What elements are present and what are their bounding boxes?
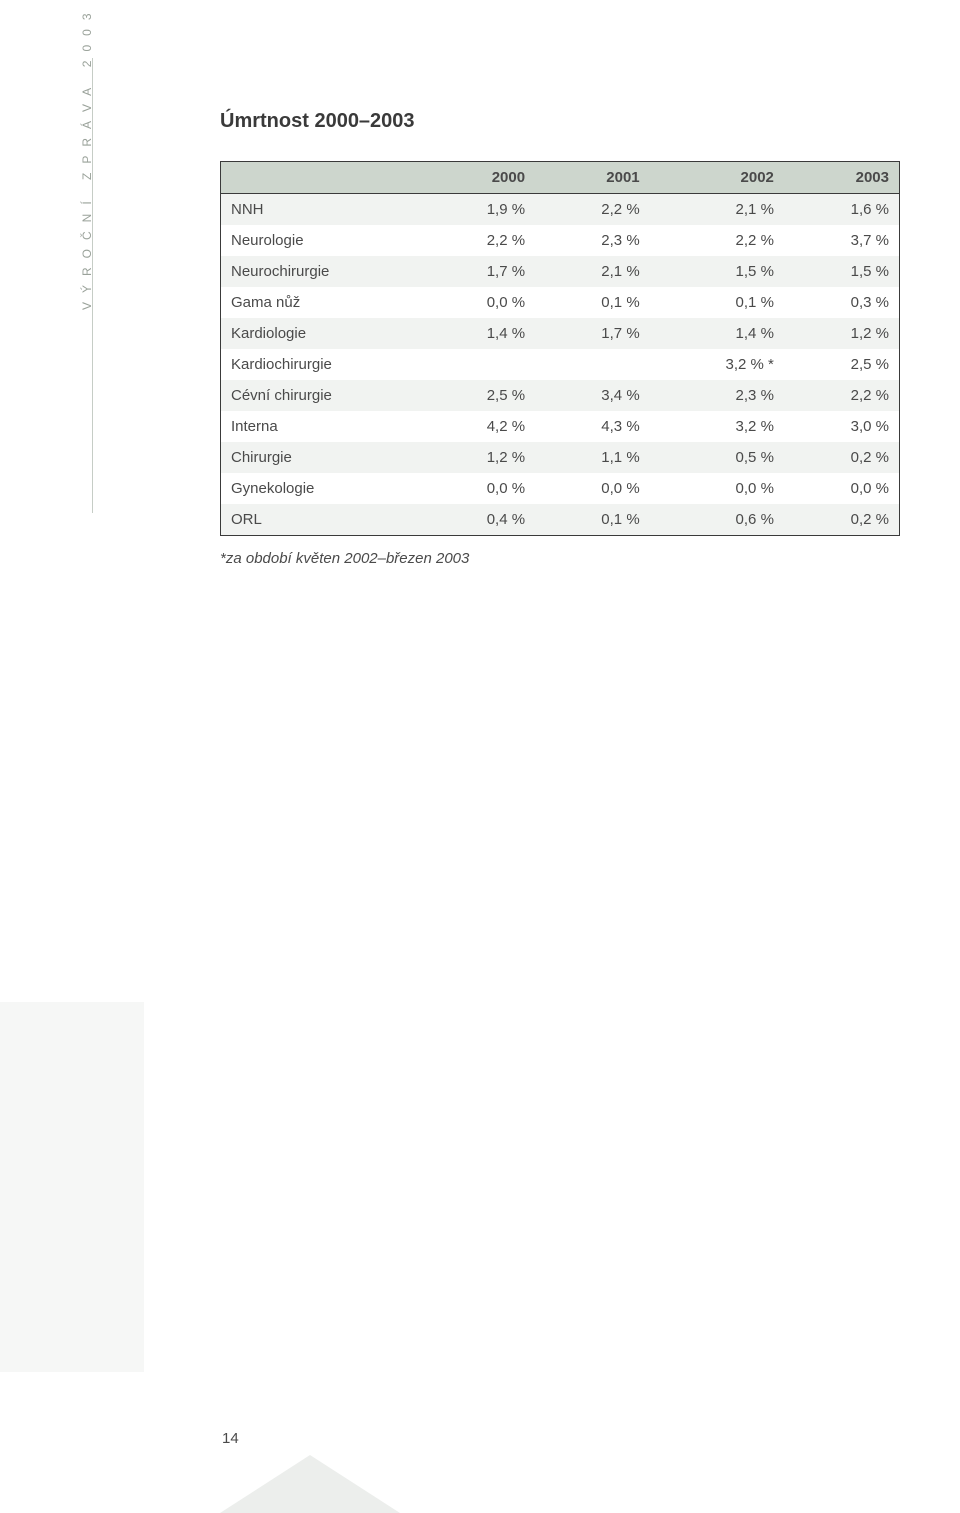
row-label: Cévní chirurgie (221, 380, 421, 411)
table-row: Cévní chirurgie2,5 %3,4 %2,3 %2,2 % (221, 380, 900, 411)
col-label (221, 162, 421, 194)
row-value: 0,4 % (421, 504, 536, 536)
row-value: 1,4 % (421, 318, 536, 349)
table-row: Neurochirurgie1,7 %2,1 %1,5 %1,5 % (221, 256, 900, 287)
main-content: Úmrtnost 2000–2003 2000 2001 2002 2003 N… (220, 110, 920, 567)
mortality-table: 2000 2001 2002 2003 NNH1,9 %2,2 %2,1 %1,… (220, 161, 900, 536)
row-value: 0,2 % (784, 504, 900, 536)
row-value: 0,0 % (650, 473, 784, 504)
row-value: 0,6 % (650, 504, 784, 536)
row-value: 4,3 % (535, 411, 650, 442)
row-value: 3,0 % (784, 411, 900, 442)
row-value: 0,5 % (650, 442, 784, 473)
table-header-row: 2000 2001 2002 2003 (221, 162, 900, 194)
row-value: 1,4 % (650, 318, 784, 349)
table-row: Gynekologie0,0 %0,0 %0,0 %0,0 % (221, 473, 900, 504)
table-row: Kardiochirurgie 3,2 % *2,5 % (221, 349, 900, 380)
row-label: ORL (221, 504, 421, 536)
row-value: 2,2 % (535, 194, 650, 226)
row-label: Gynekologie (221, 473, 421, 504)
row-value: 0,2 % (784, 442, 900, 473)
row-value: 4,2 % (421, 411, 536, 442)
row-label: Interna (221, 411, 421, 442)
row-value: 1,9 % (421, 194, 536, 226)
row-value: 0,1 % (650, 287, 784, 318)
row-value: 2,2 % (421, 225, 536, 256)
row-value: 1,2 % (784, 318, 900, 349)
row-value: 0,3 % (784, 287, 900, 318)
row-value: 2,2 % (650, 225, 784, 256)
row-label: Gama nůž (221, 287, 421, 318)
table-row: ORL0,4 %0,1 %0,6 %0,2 % (221, 504, 900, 536)
row-value: 3,2 % (650, 411, 784, 442)
sidebar-vertical-text: VÝROČNÍ ZPRÁVA 2003 (80, 5, 94, 311)
table-row: Interna4,2 %4,3 %3,2 %3,0 % (221, 411, 900, 442)
col-2002: 2002 (650, 162, 784, 194)
row-value (421, 349, 536, 380)
row-value: 2,3 % (535, 225, 650, 256)
col-2003: 2003 (784, 162, 900, 194)
row-value (535, 349, 650, 380)
row-value: 0,0 % (421, 287, 536, 318)
row-value: 0,0 % (784, 473, 900, 504)
row-value: 0,1 % (535, 504, 650, 536)
row-label: NNH (221, 194, 421, 226)
col-2000: 2000 (421, 162, 536, 194)
row-label: Kardiochirurgie (221, 349, 421, 380)
table-row: Gama nůž0,0 %0,1 %0,1 %0,3 % (221, 287, 900, 318)
table-row: NNH1,9 %2,2 %2,1 %1,6 % (221, 194, 900, 226)
row-value: 2,3 % (650, 380, 784, 411)
row-value: 1,2 % (421, 442, 536, 473)
row-label: Neurologie (221, 225, 421, 256)
row-label: Chirurgie (221, 442, 421, 473)
row-value: 2,1 % (650, 194, 784, 226)
page-title: Úmrtnost 2000–2003 (220, 110, 920, 133)
page-number: 14 (222, 1430, 239, 1447)
row-value: 0,1 % (535, 287, 650, 318)
row-value: 3,7 % (784, 225, 900, 256)
table-footnote: *za období květen 2002–březen 2003 (220, 550, 920, 567)
row-value: 3,2 % * (650, 349, 784, 380)
row-value: 1,6 % (784, 194, 900, 226)
col-2001: 2001 (535, 162, 650, 194)
row-value: 1,7 % (421, 256, 536, 287)
table-row: Kardiologie1,4 %1,7 %1,4 %1,2 % (221, 318, 900, 349)
table-row: Chirurgie1,2 %1,1 %0,5 %0,2 % (221, 442, 900, 473)
row-value: 2,5 % (421, 380, 536, 411)
row-value: 1,7 % (535, 318, 650, 349)
row-value: 0,0 % (421, 473, 536, 504)
row-value: 2,2 % (784, 380, 900, 411)
row-label: Kardiologie (221, 318, 421, 349)
row-value: 2,5 % (784, 349, 900, 380)
row-label: Neurochirurgie (221, 256, 421, 287)
left-shade-block (0, 1002, 144, 1372)
row-value: 1,5 % (784, 256, 900, 287)
table-body: NNH1,9 %2,2 %2,1 %1,6 %Neurologie2,2 %2,… (221, 194, 900, 536)
row-value: 1,1 % (535, 442, 650, 473)
table-row: Neurologie2,2 %2,3 %2,2 %3,7 % (221, 225, 900, 256)
row-value: 1,5 % (650, 256, 784, 287)
row-value: 0,0 % (535, 473, 650, 504)
row-value: 3,4 % (535, 380, 650, 411)
footer-triangle-icon (220, 1455, 400, 1513)
row-value: 2,1 % (535, 256, 650, 287)
